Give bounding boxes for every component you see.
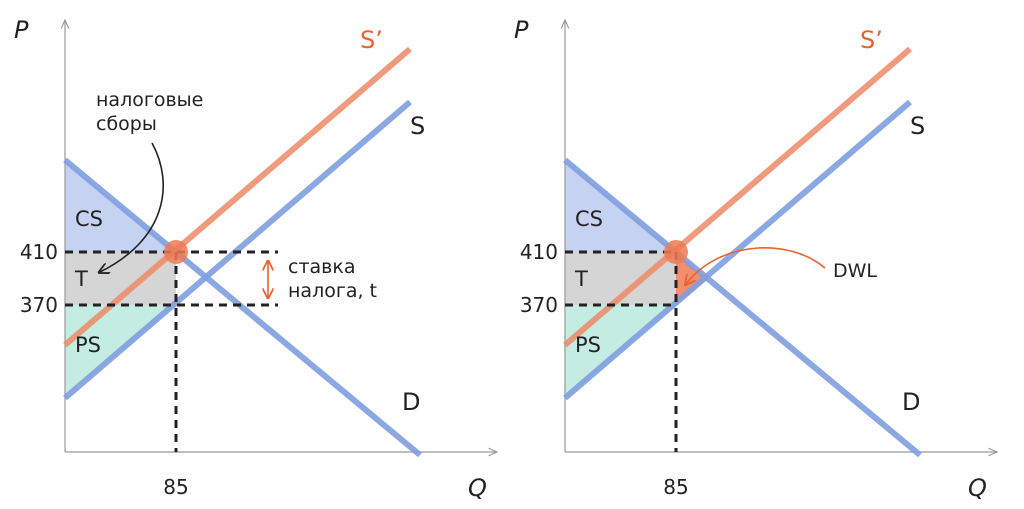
demand-label: D	[902, 388, 920, 416]
supply-tax-curve	[63, 46, 412, 348]
supply-tax-label: S’	[860, 26, 883, 54]
y-tick-410: 410	[520, 240, 558, 264]
t-label: T	[74, 267, 88, 291]
tax-revenue-note-line2: сборы	[96, 113, 157, 135]
ps-label: PS	[575, 333, 601, 357]
tax-rate-note-line1: ставка	[288, 256, 355, 278]
y-tick-370: 370	[520, 293, 558, 317]
supply-tax-curve	[563, 46, 912, 348]
demand-curve	[563, 157, 922, 458]
y-axis-title: P	[14, 16, 29, 44]
dwl-label: DWL	[833, 260, 877, 282]
tax-revenue-note-line1: налоговые	[96, 89, 203, 111]
y-axis-title: P	[514, 16, 529, 44]
supply-label: S	[410, 112, 425, 140]
supply-label: S	[910, 112, 925, 140]
demand-curve	[63, 157, 422, 458]
demand-label: D	[402, 388, 420, 416]
supply-curve	[563, 99, 912, 401]
x-axis-title: Q	[968, 474, 987, 502]
equilibrium-point	[664, 240, 688, 264]
x-axis-title: Q	[468, 474, 487, 502]
supply-tax-label: S’	[360, 26, 383, 54]
dwl-arrow	[686, 247, 826, 284]
x-tick-85: 85	[663, 475, 688, 499]
tax-revenue-arrow	[100, 142, 164, 272]
cs-label: CS	[575, 207, 603, 231]
tax-rate-note-line2: налога, t	[288, 280, 377, 302]
left-panel: 410 370 85 P Q S’ S D CS T PS налоговые …	[14, 16, 497, 502]
t-label: T	[574, 267, 588, 291]
y-tick-370: 370	[20, 293, 58, 317]
supply-curve	[63, 99, 412, 401]
right-panel: 410 370 85 P Q S’ S D CS T PS DWL	[514, 16, 997, 502]
ps-label: PS	[75, 333, 101, 357]
equilibrium-point	[164, 240, 188, 264]
x-tick-85: 85	[163, 475, 188, 499]
y-tick-410: 410	[20, 240, 58, 264]
cs-label: CS	[75, 207, 103, 231]
